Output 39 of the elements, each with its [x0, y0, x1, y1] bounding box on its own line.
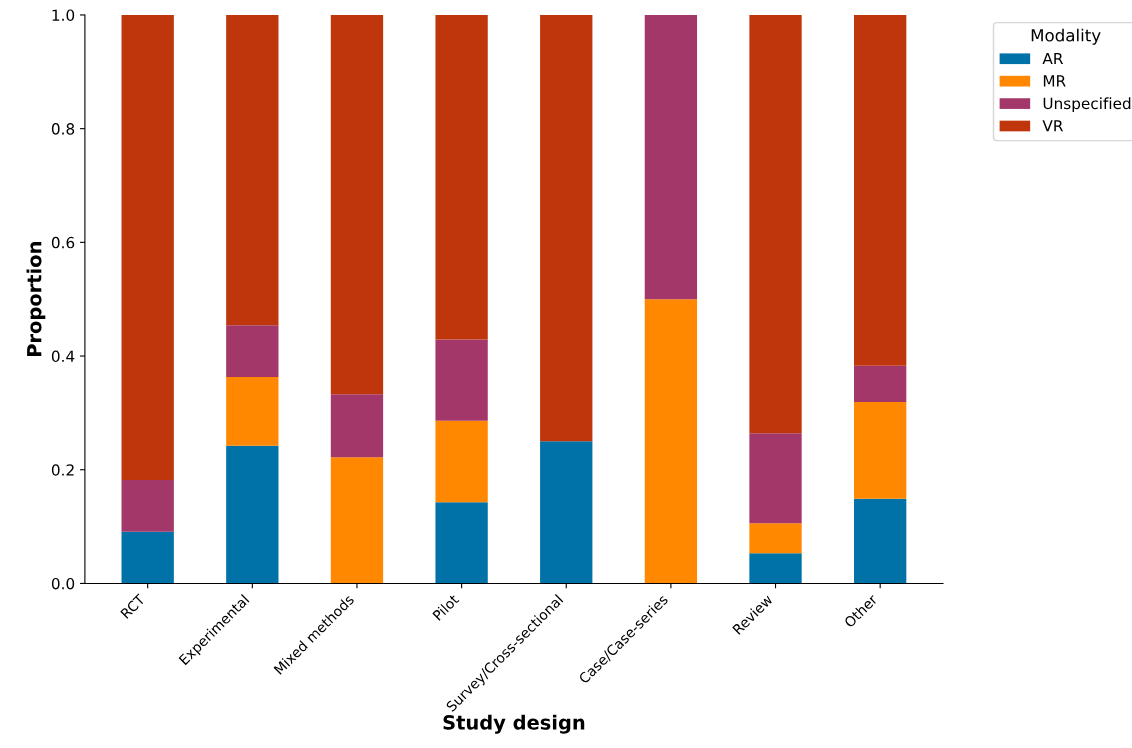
- bar: [854, 402, 907, 499]
- legend-title: Modality: [1031, 28, 1101, 45]
- y-tick-label: 0.6: [51, 236, 75, 249]
- bar: [644, 299, 698, 584]
- bar: [749, 523, 802, 554]
- bar: [540, 441, 593, 584]
- bar: [749, 14, 802, 434]
- bar: [435, 420, 488, 503]
- bar: [435, 14, 488, 340]
- y-tick-label: 0.0: [51, 577, 75, 590]
- bar: [854, 14, 907, 366]
- bar: [854, 365, 907, 403]
- y-tick-label: 0.8: [51, 123, 75, 135]
- y-tick-label: 1.0: [52, 9, 75, 21]
- bar: [540, 14, 593, 442]
- legend-label: MR: [1043, 75, 1066, 87]
- bar: [749, 553, 802, 584]
- bar: [330, 394, 384, 458]
- y-axis-title: Proportion: [26, 242, 46, 357]
- legend-label: VR: [1042, 120, 1064, 132]
- bar: [330, 14, 384, 395]
- bar: [749, 433, 802, 524]
- bar: [226, 377, 279, 446]
- bar: [854, 498, 907, 584]
- bar: [435, 339, 488, 421]
- bar: [644, 14, 698, 300]
- bar: [121, 14, 174, 480]
- legend-label: AR: [1042, 52, 1064, 65]
- bar: [121, 479, 174, 532]
- y-tick-label: 0.2: [51, 464, 74, 476]
- bar: [226, 325, 279, 378]
- bar: [435, 502, 488, 584]
- legend-label: Unspecified: [1043, 97, 1131, 113]
- bar: [226, 14, 279, 326]
- bar: [121, 531, 174, 584]
- x-axis-title: Study design: [443, 714, 585, 734]
- y-tick-label: 0.4: [51, 350, 75, 363]
- bar: [226, 445, 279, 584]
- bar: [330, 457, 384, 584]
